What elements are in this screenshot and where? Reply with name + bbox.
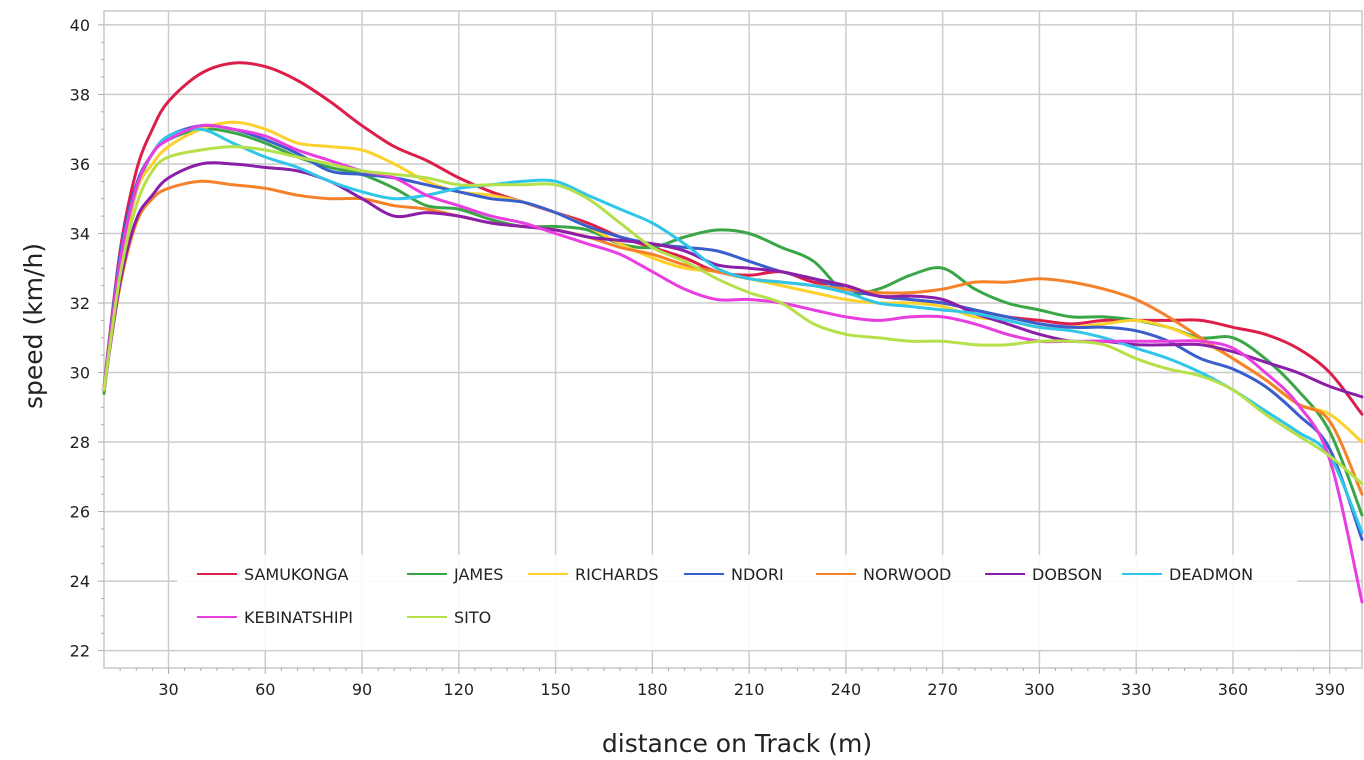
legend-label: JAMES bbox=[453, 565, 503, 584]
x-tick-label: 210 bbox=[734, 680, 765, 699]
y-axis-ticks: 22 24 26 28 30 32 34 36 38 40 bbox=[70, 16, 90, 661]
x-tick-label: 180 bbox=[637, 680, 668, 699]
x-tick-label: 30 bbox=[158, 680, 178, 699]
series-line-richards bbox=[102, 120, 1364, 444]
y-tick-label: 38 bbox=[70, 85, 90, 104]
series-line-sito bbox=[102, 145, 1364, 486]
y-tick-label: 28 bbox=[70, 433, 90, 452]
x-axis-title: distance on Track (m) bbox=[602, 729, 872, 758]
y-tick-label: 22 bbox=[70, 642, 90, 661]
legend-label: RICHARDS bbox=[575, 565, 659, 584]
x-tick-label: 330 bbox=[1121, 680, 1152, 699]
x-tick-label: 240 bbox=[831, 680, 862, 699]
y-tick-label: 32 bbox=[70, 294, 90, 313]
x-tick-label: 270 bbox=[927, 680, 958, 699]
series-line-james bbox=[102, 127, 1364, 517]
series-line-dobson bbox=[102, 161, 1364, 399]
y-tick-label: 26 bbox=[70, 503, 90, 522]
x-tick-label: 90 bbox=[352, 680, 372, 699]
legend-label: SITO bbox=[454, 608, 491, 627]
y-tick-label: 30 bbox=[70, 364, 90, 383]
legend-label: SAMUKONGA bbox=[244, 565, 348, 584]
legend-label: DEADMON bbox=[1169, 565, 1253, 584]
x-tick-label: 390 bbox=[1314, 680, 1345, 699]
y-tick-label: 36 bbox=[70, 155, 90, 174]
x-tick-label: 300 bbox=[1024, 680, 1055, 699]
y-tick-label: 34 bbox=[70, 224, 90, 243]
series-line-deadmon bbox=[102, 127, 1364, 534]
legend-label: KEBINATSHIPI bbox=[244, 608, 353, 627]
plot-area bbox=[98, 10, 1363, 674]
series-line-kebinatshipi bbox=[102, 123, 1364, 604]
legend-label: NDORI bbox=[731, 565, 784, 584]
x-axis-ticks: 30 60 90 120 150 180 210 240 270 300 330 360 390 bbox=[158, 680, 1345, 699]
x-tick-label: 120 bbox=[444, 680, 475, 699]
y-tick-label: 24 bbox=[70, 572, 90, 591]
legend-background bbox=[177, 555, 1297, 650]
grid bbox=[104, 11, 1362, 668]
legend: SAMUKONGA JAMES RICHARDS NDORI NORWOOD DOBSON… bbox=[177, 555, 1297, 650]
x-tick-label: 360 bbox=[1218, 680, 1249, 699]
x-tick-label: 60 bbox=[255, 680, 275, 699]
y-axis-title: speed (km/h) bbox=[19, 243, 48, 409]
x-tick-label: 150 bbox=[540, 680, 571, 699]
series-line-ndori bbox=[102, 123, 1364, 541]
series-lines bbox=[102, 61, 1364, 604]
legend-label: NORWOOD bbox=[863, 565, 951, 584]
y-tick-label: 40 bbox=[70, 16, 90, 35]
series-line-norwood bbox=[102, 179, 1364, 496]
legend-label: DOBSON bbox=[1032, 565, 1102, 584]
